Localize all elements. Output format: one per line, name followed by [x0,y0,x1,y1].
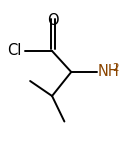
Text: 2: 2 [113,63,119,73]
Text: NH: NH [98,64,120,80]
Text: Cl: Cl [7,43,21,58]
Text: O: O [48,13,59,28]
